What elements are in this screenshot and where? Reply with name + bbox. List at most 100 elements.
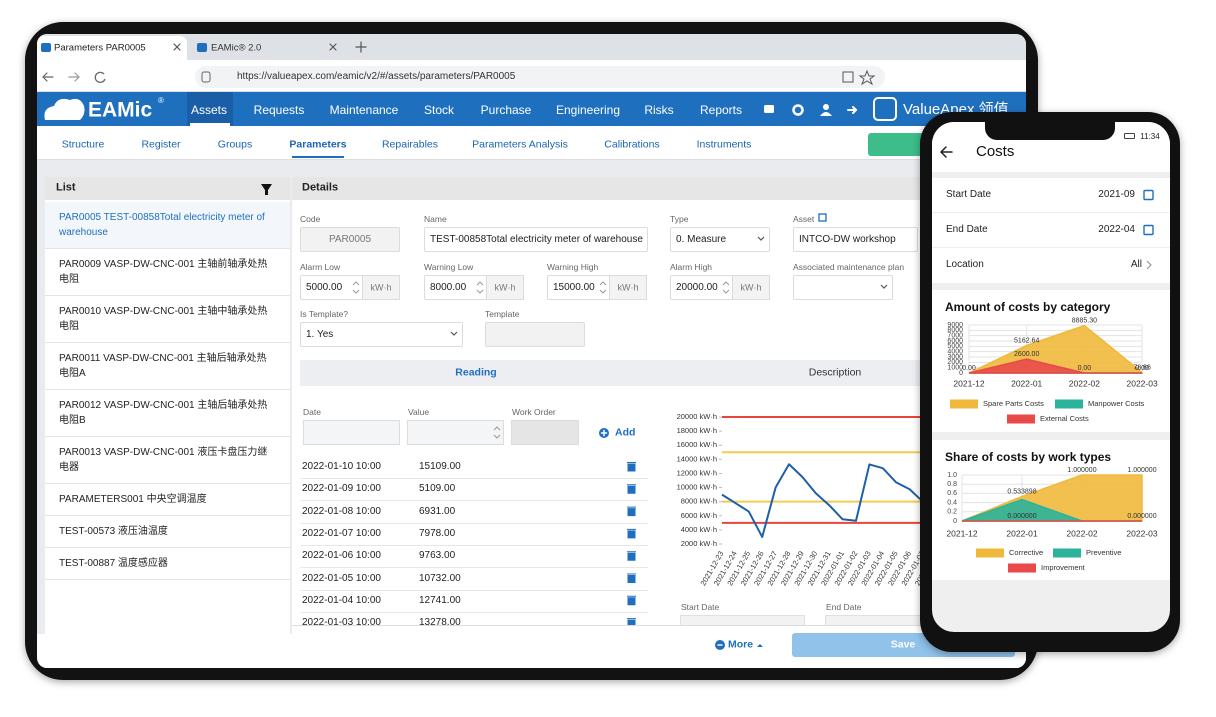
filter-value[interactable]: 2022-04 [1098,224,1135,235]
nav-item[interactable]: Reports [699,102,743,117]
field-input[interactable] [793,227,918,252]
row-date: 2022-01-08 10:00 [302,505,381,517]
list-items: PAR0005 TEST-00858Total electricity mete… [45,202,290,662]
legend-label: Improvement [1041,563,1086,572]
list-title: List [56,181,76,194]
y-tick-label: 8000 [947,327,963,334]
y-tick-label: 14000 kW·h [677,454,717,463]
field-input[interactable] [424,227,648,252]
footer-bar [292,625,1026,668]
more-button[interactable]: More [728,638,754,651]
y-tick-label: 1000 [947,365,963,372]
field-label: Alarm Low [300,261,341,272]
url-text[interactable]: https://valueapex.com/eamic/v2/#/assets/… [237,71,516,82]
row-divider [300,544,648,546]
icon [74,76,80,82]
sub-nav-item[interactable]: Groups [217,138,253,151]
field-input[interactable] [485,322,585,347]
value-input[interactable] [407,420,504,445]
user-icon [823,104,829,110]
unit-box [486,275,524,300]
field-unit: kW·h [370,282,392,293]
url-field[interactable] [195,66,885,88]
field-input[interactable] [793,275,893,300]
filter-value[interactable]: All [1130,259,1142,270]
field-value: 5000.00 [306,281,343,293]
value-label: 78.66 [1133,364,1151,371]
field-value: 20000.00 [676,281,718,293]
y-tick-label: 2000 kW·h [681,539,717,548]
value-label: 0.00 [1078,365,1092,372]
icon [42,72,48,78]
legend-label: Spare Parts Costs [983,399,1044,408]
calendar-icon [1143,189,1154,201]
list-item[interactable]: PAR0011 VASP-DW-CNC-001 主轴后轴承处热电阻A [45,343,290,390]
list-item[interactable]: PAR0013 VASP-DW-CNC-001 液压卡盘压力继电器 [45,437,290,484]
user-icon [820,112,832,116]
save-label[interactable]: Save [890,638,916,651]
filter-icon [261,184,272,195]
x-tick-label: 2021-12 [946,528,977,538]
tab-title[interactable]: EAMic® 2.0 [211,42,262,54]
list-item[interactable]: PAR0010 VASP-DW-CNC-001 主轴中轴承处热电阻 [45,296,290,343]
list-item[interactable]: PAR0005 TEST-00858Total electricity mete… [45,202,290,249]
field-value: PAR0005 [328,233,372,245]
row-date: 2022-01-09 10:00 [302,483,381,495]
legend-swatch [976,548,1004,558]
add-button[interactable]: Add [615,426,636,439]
nav-item[interactable]: Engineering [555,102,621,117]
tab-title[interactable]: Parameters PAR0005 [54,42,146,54]
legend-swatch [1007,414,1035,424]
nav-item[interactable]: Assets [190,102,228,117]
y-tick-label: 18000 kW·h [677,426,717,435]
legend-label: External Costs [1040,414,1089,423]
sub-nav-item[interactable]: Calibrations [604,138,660,151]
filter-label: Start Date [946,189,992,200]
icon [42,76,48,82]
section-tab[interactable]: Description [808,366,862,379]
list-header [45,177,290,200]
work-order-input[interactable] [511,420,579,445]
list-item[interactable]: PAR0009 VASP-DW-CNC-001 主轴前轴承处热电阻 [45,249,290,296]
field-input[interactable] [670,227,770,252]
nav-item[interactable]: Stock [423,102,455,117]
laptop-screen: Parameters PAR0005 EAMic® 2.0 https://valu… [37,34,1026,668]
list-item[interactable]: PAR0012 VASP-DW-CNC-001 主轴后轴承处热电阻B [45,390,290,437]
sub-nav-item[interactable]: Parameters Analysis [472,138,568,151]
date-input[interactable] [303,420,400,445]
browser-tab[interactable] [37,36,187,60]
legend-swatch [1008,563,1036,573]
y-tick-label: 9000 [947,322,963,329]
sub-nav-item[interactable]: Register [141,138,181,151]
section-tab[interactable]: Reading [455,366,497,379]
field-value: 1. Yes [306,328,334,340]
value-label: 0.000000 [1127,513,1156,520]
spinner [493,426,501,439]
row-divider [300,500,648,502]
field-input[interactable] [300,227,400,252]
footer-icons [715,640,763,650]
nav-item[interactable]: Maintenance [329,102,399,117]
column-label: Value [408,406,430,417]
sub-nav-item[interactable]: Structure [61,138,105,151]
sub-nav-item[interactable]: Parameters [289,138,347,151]
brand-badge [873,97,897,121]
field-value: 8000.00 [430,281,467,293]
filter-value[interactable]: 2021-09 [1098,189,1135,200]
list-item[interactable]: PARAMETERS001 中央空调温度 [45,484,290,516]
nav-item[interactable]: Requests [253,102,305,117]
y-tick-label: 16000 kW·h [677,440,717,449]
y-tick-label: 7000 [947,333,963,340]
list-item[interactable]: TEST-00887 温度感应器 [45,548,290,580]
list-item[interactable]: TEST-00573 液压油温度 [45,516,290,548]
caret [757,644,763,647]
chevron [880,284,888,289]
sub-nav-item[interactable]: Instruments [696,138,752,151]
nav-item[interactable]: Risks [644,102,674,117]
nav-item[interactable]: Purchase [480,102,532,117]
nav-active [187,92,233,126]
value-label: 8885.30 [1072,317,1097,324]
field-input[interactable] [300,322,463,347]
sub-nav-item[interactable]: Repairables [381,138,439,151]
